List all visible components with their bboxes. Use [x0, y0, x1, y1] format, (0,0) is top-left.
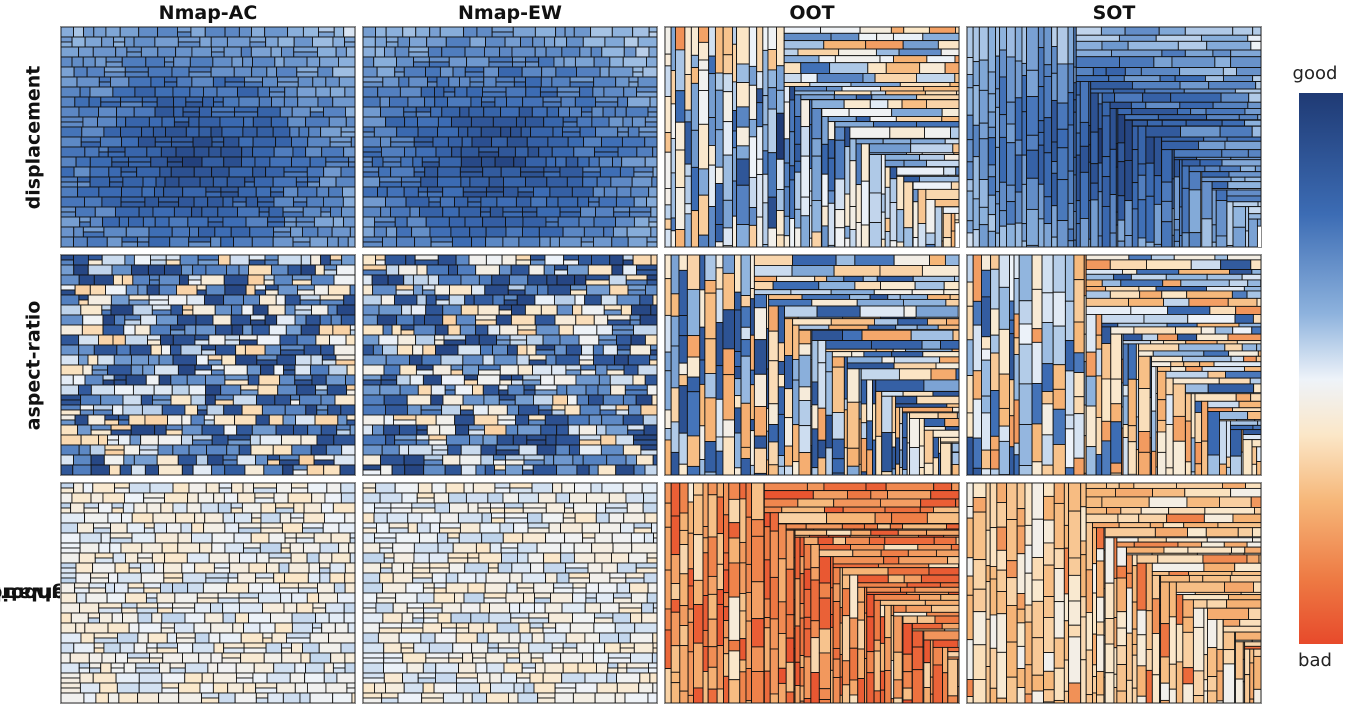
colorbar-label-good: good: [1292, 63, 1338, 84]
panel-aspect-ratio-sot: [966, 254, 1262, 476]
treemap-displacement-oot: [665, 27, 959, 247]
treemap-aspect-ratio-nmap-ew: [363, 255, 657, 475]
panel-neighborhood-nmap-ew: [362, 482, 658, 704]
column-title-nmap-ac: Nmap-AC: [158, 2, 258, 24]
panel-neighborhood-sot: [966, 482, 1262, 704]
panel-aspect-ratio-oot: [664, 254, 960, 476]
treemap-neighborhood-oot: [665, 483, 959, 703]
panel-displacement-sot: [966, 26, 1262, 248]
treemap-neighborhood-nmap-ac: [61, 483, 355, 703]
panel-neighborhood-nmap-ac: [60, 482, 356, 704]
column-title-oot: OOT: [789, 2, 835, 24]
panel-displacement-nmap-ac: [60, 26, 356, 248]
treemap-displacement-nmap-ew: [363, 27, 657, 247]
treemap-aspect-ratio-sot: [967, 255, 1261, 475]
treemap-aspect-ratio-nmap-ac: [61, 255, 355, 475]
treemap-neighborhood-sot: [967, 483, 1261, 703]
panel-displacement-nmap-ew: [362, 26, 658, 248]
row-label-neighborhood-preservation: neighborhood preservation: [0, 482, 113, 704]
treemap-displacement-nmap-ac: [61, 27, 355, 247]
panel-displacement-oot: [664, 26, 960, 248]
row-label-aspect-ratio: aspect-ratio: [22, 300, 45, 430]
treemap-aspect-ratio-oot: [665, 255, 959, 475]
panel-aspect-ratio-nmap-ac: [60, 254, 356, 476]
panel-neighborhood-oot: [664, 482, 960, 704]
row-label-displacement: displacement: [22, 65, 45, 209]
column-title-sot: SOT: [1092, 2, 1136, 24]
column-title-nmap-ew: Nmap-EW: [458, 2, 562, 24]
colorbar: [1299, 93, 1343, 644]
colorbar-label-bad: bad: [1298, 650, 1332, 671]
panel-aspect-ratio-nmap-ew: [362, 254, 658, 476]
treemap-neighborhood-nmap-ew: [363, 483, 657, 703]
treemap-displacement-sot: [967, 27, 1261, 247]
